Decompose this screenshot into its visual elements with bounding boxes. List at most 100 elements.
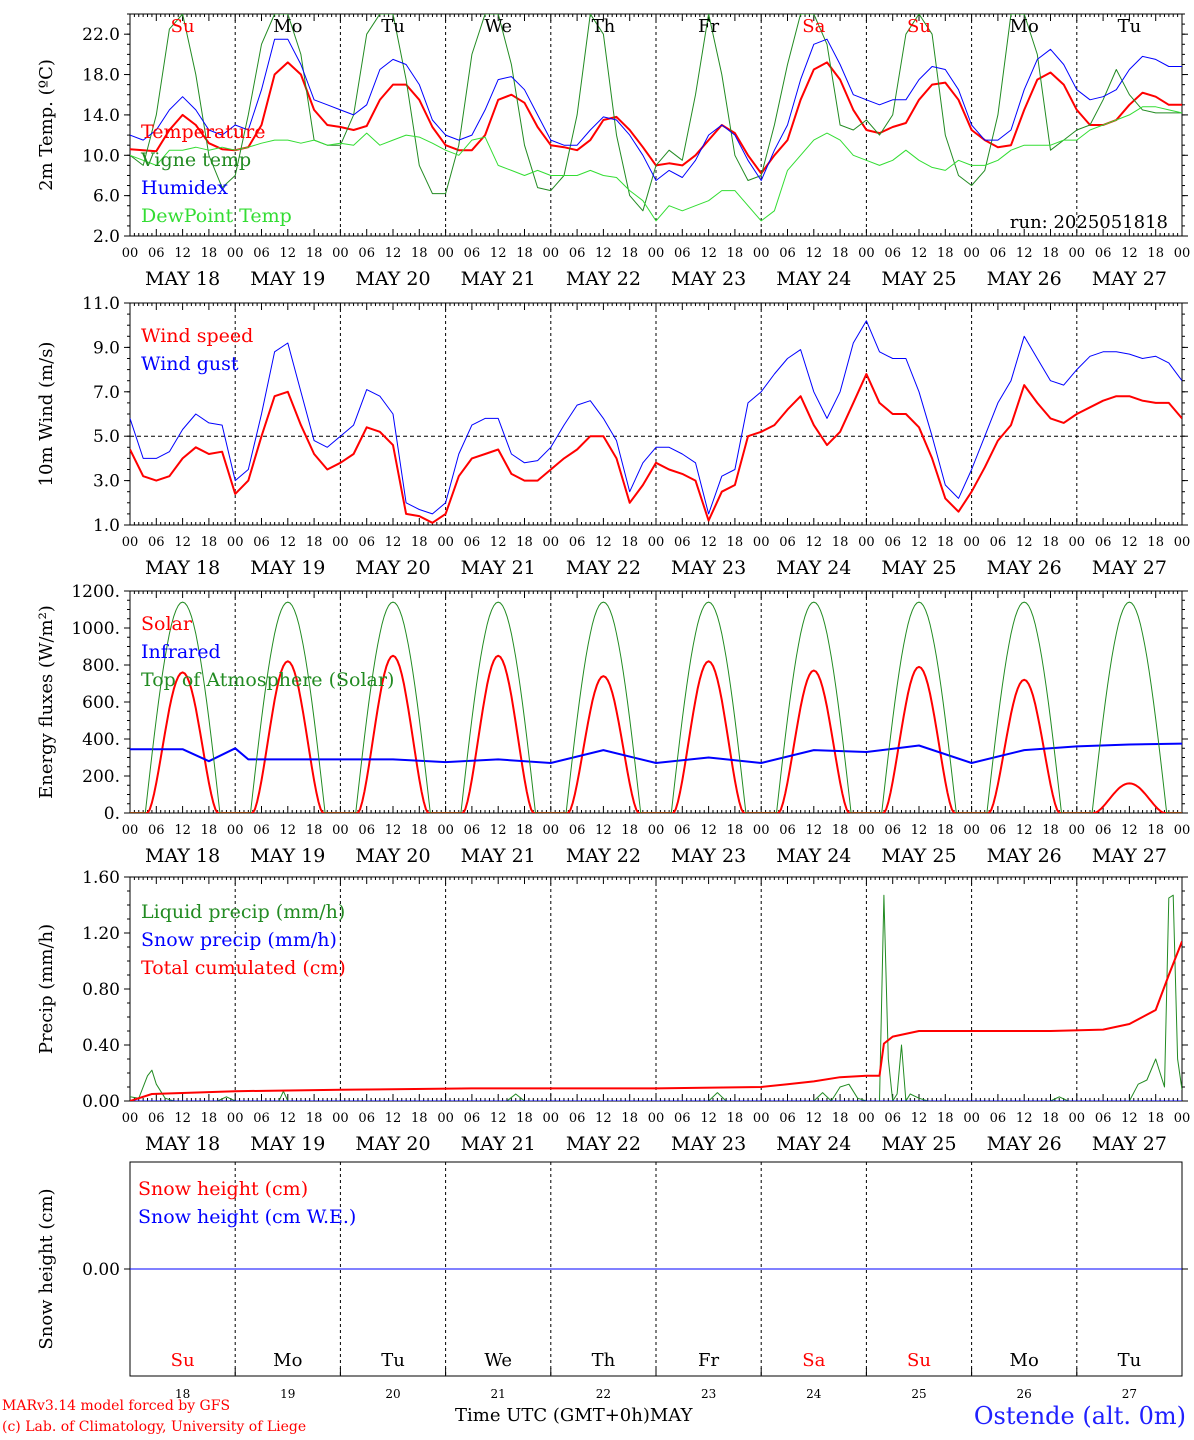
x-hour-label: 12	[700, 1111, 717, 1126]
x-date-label: MAY 25	[881, 1133, 956, 1155]
x-date-label: MAY 27	[1092, 268, 1167, 290]
day-name-top: Mo	[273, 16, 302, 37]
x-hour-label: 06	[884, 535, 901, 550]
x-hour-label: 12	[700, 246, 717, 261]
series-line-wind-speed	[130, 373, 1182, 524]
series-line-liquid-precip-mm-h-	[130, 894, 1182, 1101]
y-tick-label: 5.0	[93, 427, 120, 447]
day-number: 24	[806, 1387, 822, 1400]
y-tick-label: 10.0	[82, 146, 120, 166]
day-number: 26	[1017, 1387, 1032, 1400]
x-date-label: MAY 21	[461, 1133, 536, 1155]
y-tick-label: 1000.	[71, 619, 120, 639]
series-line-total-cumulated-cm-	[130, 941, 1182, 1101]
x-date-label: MAY 22	[566, 845, 641, 867]
x-hour-label: 00	[437, 823, 454, 838]
panel-temp: 2.0 6.0 10.0 14.0 18.0 22.0 2m Temp. (ºC) 00 06 1…	[36, 13, 1190, 290]
x-hour-label: 00	[543, 823, 560, 838]
x-hour-label: 00	[648, 535, 665, 550]
x-hour-label: 12	[1016, 823, 1033, 838]
x-hour-label: 12	[700, 535, 717, 550]
x-date-label: MAY 26	[987, 1133, 1062, 1155]
x-date-label: MAY 24	[776, 1133, 851, 1155]
y-axis-label: 10m Wind (m/s)	[36, 342, 57, 487]
x-hour-label: 00	[648, 246, 665, 261]
x-hour-label: 06	[464, 1111, 481, 1126]
x-date-label: MAY 19	[250, 1133, 325, 1155]
x-hour-label: 00	[858, 1111, 875, 1126]
legend-entry: Snow height (cm)	[138, 1178, 308, 1200]
x-hour-label: 18	[937, 823, 954, 838]
x-hour-label: 00	[963, 1111, 980, 1126]
x-hour-label: 06	[779, 535, 796, 550]
x-hour-label: 06	[358, 823, 375, 838]
x-date-label: MAY 19	[250, 845, 325, 867]
x-date-label: MAY 18	[145, 268, 220, 290]
x-date-label: MAY 22	[566, 268, 641, 290]
x-hour-label: 12	[1016, 246, 1033, 261]
x-date-label: MAY 21	[461, 268, 536, 290]
x-hour-label: 18	[937, 535, 954, 550]
panel-energy: 0. 200. 400. 600. 800. 1000. 1200. Energy fluxe…	[36, 582, 1190, 867]
x-date-label: MAY 20	[355, 557, 430, 579]
x-hour-label: 12	[385, 246, 402, 261]
x-hour-label: 12	[490, 1111, 507, 1126]
x-hour-label: 06	[148, 823, 165, 838]
y-axis-label: Precip (mm/h)	[36, 924, 57, 1054]
series-group-wind	[130, 320, 1182, 524]
x-hour-label: 06	[990, 246, 1007, 261]
x-date-label: MAY 22	[566, 557, 641, 579]
y-tick-label: 0.00	[82, 1092, 120, 1112]
x-hour-label: 06	[569, 1111, 586, 1126]
x-hour-label: 18	[411, 246, 428, 261]
x-hour-label: 12	[911, 535, 928, 550]
x-hour-label: 06	[358, 1111, 375, 1126]
series-line-wind-gust	[130, 320, 1182, 515]
x-hour-label: 18	[411, 535, 428, 550]
x-date-label: MAY 18	[145, 557, 220, 579]
x-hour-label: 00	[753, 823, 770, 838]
x-hour-label: 12	[280, 1111, 297, 1126]
x-hour-label: 00	[1174, 1111, 1191, 1126]
x-hour-label: 00	[1069, 246, 1086, 261]
x-hour-label: 18	[727, 1111, 744, 1126]
day-number: 19	[280, 1387, 295, 1400]
x-hour-label: 12	[490, 535, 507, 550]
x-hour-label: 18	[306, 535, 323, 550]
x-hour-label: 00	[858, 246, 875, 261]
series-line-top-of-atmosphere-solar-	[130, 601, 1182, 813]
legend-entry: Snow height (cm W.E.)	[138, 1206, 356, 1228]
x-hour-label: 12	[174, 246, 191, 261]
legend-entry: Solar	[141, 613, 193, 635]
x-hour-label: 12	[174, 823, 191, 838]
series-line-humidex	[130, 38, 1182, 181]
x-hour-label: 18	[1147, 246, 1164, 261]
meteogram-chart: 2.06.010.014.018.022.02m Temp. (ºC)00 06 1…	[36, 13, 1191, 1400]
x-date-label: MAY 26	[987, 557, 1062, 579]
legend-entry: Total cumulated (cm)	[141, 957, 346, 979]
x-hour-label: 12	[385, 535, 402, 550]
x-hour-label: 12	[280, 535, 297, 550]
x-hour-label: 12	[806, 246, 823, 261]
x-hour-label: 12	[1016, 1111, 1033, 1126]
y-tick-label: 1.60	[82, 868, 120, 888]
x-hour-label: 06	[674, 823, 691, 838]
x-hour-label: 18	[201, 823, 218, 838]
legend-entry: Vigne temp	[140, 149, 251, 171]
day-number: 18	[175, 1387, 190, 1400]
day-number: 25	[911, 1387, 926, 1400]
y-tick-label: 9.0	[93, 338, 120, 358]
x-hour-label: 06	[569, 535, 586, 550]
x-hour-label: 00	[227, 246, 244, 261]
x-hour-label: 18	[621, 823, 638, 838]
x-hour-label: 00	[332, 1111, 349, 1126]
x-hour-label: 06	[148, 246, 165, 261]
x-hour-label: 06	[990, 535, 1007, 550]
legend-entry: Infrared	[141, 641, 221, 663]
x-hour-label: 18	[727, 535, 744, 550]
x-hour-label: 06	[779, 1111, 796, 1126]
x-hour-label: 18	[306, 246, 323, 261]
y-tick-label: 400.	[82, 730, 120, 750]
day-name-top: Th	[592, 16, 616, 37]
y-axis-label: Energy fluxes (W/m²)	[36, 605, 57, 799]
